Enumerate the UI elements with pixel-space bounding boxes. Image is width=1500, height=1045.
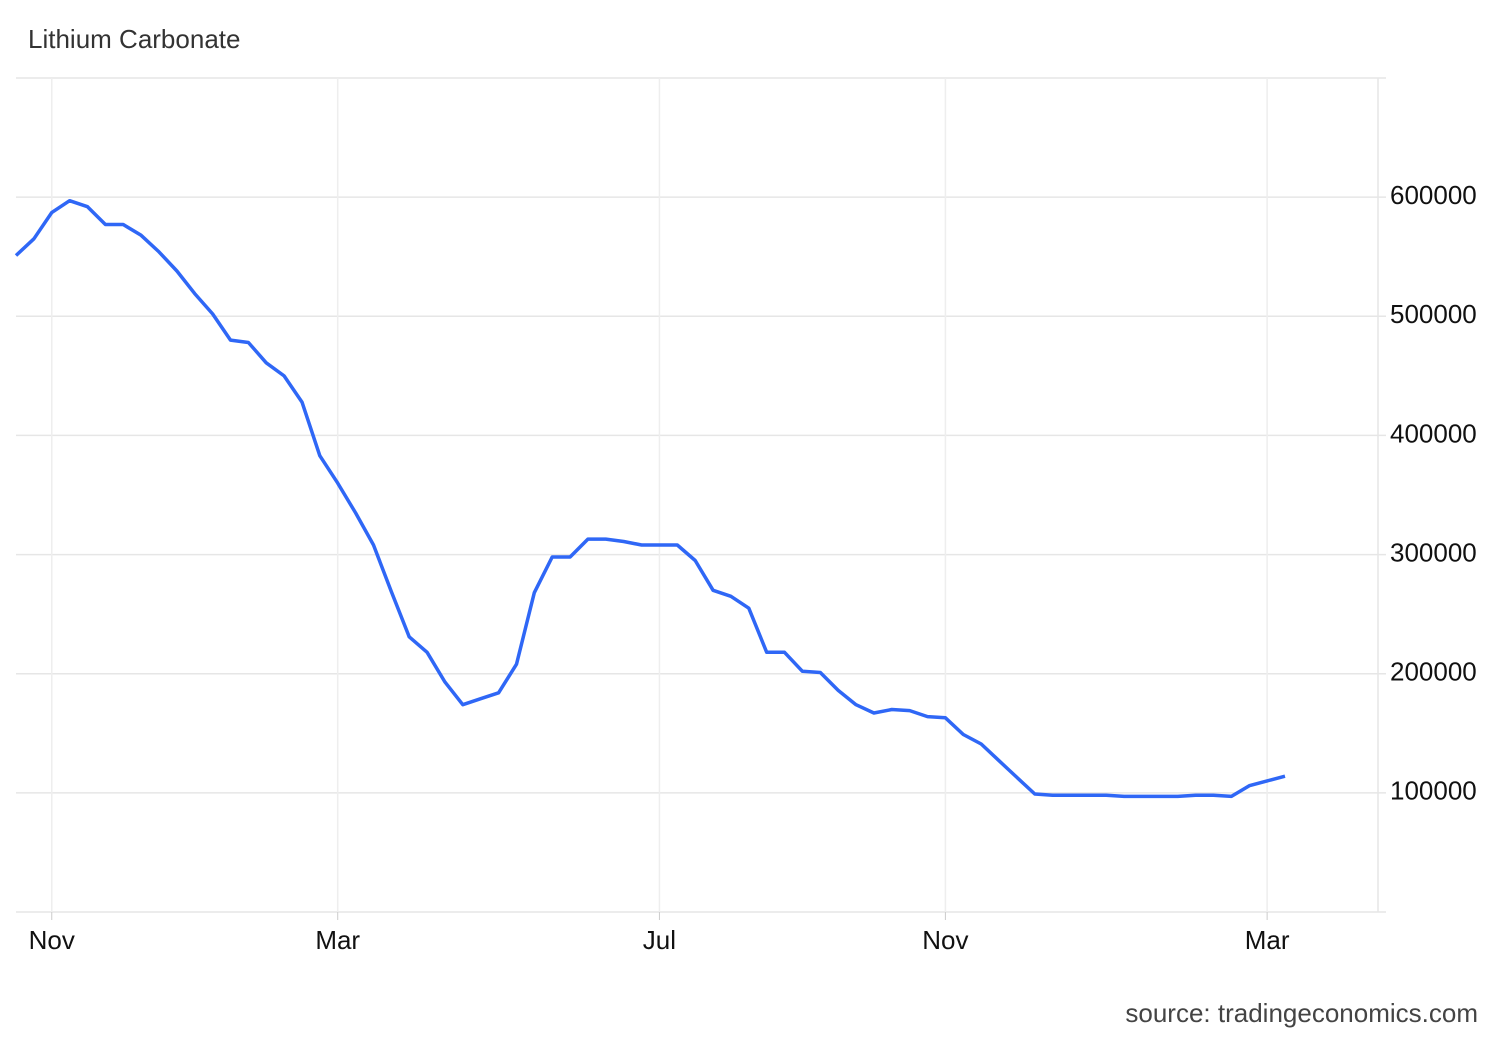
x-tick-label: Mar	[315, 925, 360, 955]
source: source: tradingeconomics.com	[1125, 998, 1478, 1028]
x-tick-label: Nov	[29, 925, 75, 955]
y-tick-label: 200000	[1390, 657, 1477, 687]
x-tick-label: Nov	[922, 925, 968, 955]
x-tick-label: Mar	[1245, 925, 1290, 955]
x-tick-label: Jul	[643, 925, 676, 955]
y-tick-label: 300000	[1390, 537, 1477, 567]
y-tick-label: 500000	[1390, 299, 1477, 329]
y-tick-label: 600000	[1390, 180, 1477, 210]
chart-title: Lithium Carbonate	[28, 24, 240, 54]
y-tick-label: 100000	[1390, 776, 1477, 806]
y-tick-label: 400000	[1390, 418, 1477, 448]
series-line	[14, 198, 1286, 799]
